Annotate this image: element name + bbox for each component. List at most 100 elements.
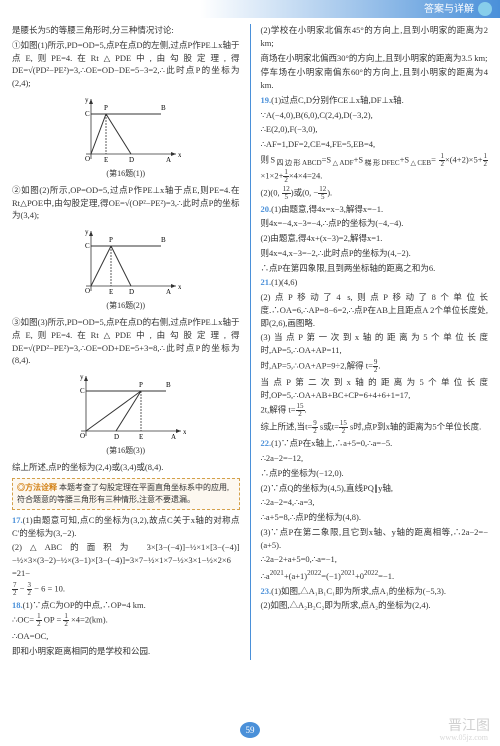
q21-num: 21. <box>261 277 272 287</box>
q23-num: 23. <box>261 586 272 596</box>
q17-p2b: 72 − 32 − 6 = 10. <box>12 582 240 597</box>
page-header: 答案与详解 <box>0 0 500 18</box>
header-title: 答案与详解 <box>424 2 474 17</box>
svg-text:O: O <box>85 287 90 295</box>
q18-t2: ∴OC= 12 OP = 12 ×4=2(km). <box>12 613 240 628</box>
svg-text:P: P <box>139 381 143 389</box>
q19-l5: 则S四边形ABCD=S△ADF+S梯形DFEC+S△CEB= 12×(4+2)×… <box>261 153 489 184</box>
svg-text:A: A <box>166 288 171 296</box>
fig3-label: (第16题(3)) <box>12 445 240 457</box>
q22-l5: ∴2a−2=4,∴a=3, <box>261 496 489 509</box>
q21-l6: 2t,解得 t=152. <box>261 403 489 418</box>
svg-text:D: D <box>129 156 134 164</box>
right-column: (2)学校在小明家北偏东45°的方向上,且到小明家的距离为2 km; 商场在小明… <box>261 24 489 660</box>
q22-l8: ∴2a−2+a+5=0,∴a=−1, <box>261 553 489 566</box>
page-footer: 59 <box>0 722 500 738</box>
case1-text: ①如图(1)所示,PD=OD=5,点P在点D的左侧,过点P作PE⊥x轴于点E,则… <box>12 39 240 90</box>
column-divider <box>250 24 251 660</box>
figure-2: x y O C P B E D A <box>71 226 181 296</box>
q22-num: 22. <box>261 438 272 448</box>
svg-text:C: C <box>85 242 90 250</box>
figure-3: x y O C P B D E A <box>66 371 186 441</box>
svg-text:C: C <box>80 387 85 395</box>
svg-text:B: B <box>161 236 166 244</box>
fig1-label: (第16题(1)) <box>12 168 240 180</box>
q19-l3: ∴E(2,0),F(−3,0), <box>261 123 489 136</box>
svg-text:D: D <box>114 433 119 441</box>
svg-text:A: A <box>171 433 176 441</box>
q23-l1: (1)如图,△A₁B₁C₁即为所求,点A₁的坐标为(−5,3). <box>271 586 446 596</box>
q20-l1: (1)由题意,得4x=x−3,解得x=−1. <box>271 204 383 214</box>
svg-text:E: E <box>104 156 108 164</box>
q21-l7: 综上所述,当t=92 s或t=152 s时,点P到x轴的距离为5个单位长度. <box>261 420 489 435</box>
page-number: 59 <box>240 722 260 738</box>
q23: 23.(1)如图,△A₁B₁C₁即为所求,点A₁的坐标为(−5,3). <box>261 585 489 598</box>
q17: 17.(1)由题意可知,点C的坐标为(3,2),故点C关于x轴的对称点C'的坐标… <box>12 514 240 540</box>
q19-l4: ∴AF=1,DF=2,CE=4,FE=5,EB=4, <box>261 138 489 151</box>
svg-text:O: O <box>85 155 90 163</box>
figure-1: x y O C P B E D A <box>71 94 181 164</box>
q22-l4: (2)∵点Q的坐标为(4,5),直线PQ∥y轴, <box>261 482 489 495</box>
q22-l2: ∴2a−2=−12, <box>261 452 489 465</box>
q18: 18.(1)∵点C为OP的中点,∴OP=4 km. <box>12 599 240 612</box>
q19-l2: ∵A(−4,0),B(6,0),C(2,4),D(−3,2), <box>261 109 489 122</box>
q21-l3: (3)当点P第一次到x轴的距离为5个单位长度时,AP=5,∴OA+AP=11, <box>261 331 489 357</box>
q21-l4: 时,AP=5,∴OA+AP=9÷2,解得 t=92. <box>261 359 489 374</box>
svg-text:y: y <box>85 96 89 104</box>
q20: 20.(1)由题意,得4x=x−3,解得x=−1. <box>261 203 489 216</box>
q18-t4: 即和小明家距离相同的是学校和公园. <box>12 645 240 658</box>
q18-num: 18. <box>12 600 23 610</box>
q20-num: 20. <box>261 204 272 214</box>
svg-text:B: B <box>161 104 166 112</box>
q18c-l1: (2)学校在小明家北偏东45°的方向上,且到小明家的距离为2 km; <box>261 24 489 50</box>
q22-l1: (1)∵点P在x轴上,∴a+5=0,∴a=−5. <box>271 438 392 448</box>
header-icon <box>478 2 492 16</box>
svg-text:y: y <box>85 228 89 236</box>
q17-num: 17. <box>12 515 23 525</box>
svg-text:O: O <box>80 432 85 440</box>
q19: 19.(1)过点C,D分别作CE⊥x轴,DF⊥x轴. <box>261 94 489 107</box>
svg-text:E: E <box>139 433 143 441</box>
q22-l6: ∴a+5=8,∴点P的坐标为(4,8). <box>261 511 489 524</box>
q21-l5: 当点P第二次到x轴的距离为5个单位长度时,OP=5,∴OA+AB+BC+CP=6… <box>261 376 489 402</box>
q19-p1: (1)过点C,D分别作CE⊥x轴,DF⊥x轴. <box>271 95 404 105</box>
q18-t1: (1)∵点C为OP的中点,∴OP=4 km. <box>23 600 146 610</box>
svg-text:E: E <box>109 288 113 296</box>
q20-l5: ∴点P在第四象限,且到两坐标轴的距离之和为6. <box>261 262 489 275</box>
left-column: 是腰长为5的等腰三角形时,分三种情况讨论: ①如图(1)所示,PD=OD=5,点… <box>12 24 240 660</box>
q20-l3: (2)由题意,得4x+(x−3)=2,解得x=1. <box>261 232 489 245</box>
q20-l2: 则4x=−4,x−3=−4,∴点P的坐标为(−4,−4). <box>261 217 489 230</box>
svg-text:x: x <box>178 283 181 291</box>
q22-l7: (3)∵点P在第二象限,且它到x轴、y轴的距离相等,∴2a−2=−(a+5). <box>261 526 489 552</box>
summary-text: 综上所述,点P的坐标为(2,4)或(3,4)或(8,4). <box>12 461 240 474</box>
q18c-l2: 商场在小明家北偏西30°的方向上,且到小明家的距离为3.5 km; <box>261 52 489 65</box>
svg-text:D: D <box>129 288 134 296</box>
q22-l3: ∴点P的坐标为(−12,0). <box>261 467 489 480</box>
q18-t3: ∴OA=OC, <box>12 630 240 643</box>
q19-p2: (2)(0, 125)或(0, −125). <box>261 186 489 201</box>
q19-num: 19. <box>261 95 272 105</box>
watermark-url: www.05jz.com <box>440 732 488 744</box>
fig2-label: (第16题(2)) <box>12 300 240 312</box>
svg-text:B: B <box>166 381 171 389</box>
case2-text: ②如图(2)所示,OP=OD=5,过点P作PE⊥x轴于点E,则PE=4.在Rt△… <box>12 184 240 222</box>
svg-text:y: y <box>80 373 84 381</box>
q21-l1: (1)(4,6) <box>271 277 297 287</box>
svg-text:x: x <box>178 151 181 159</box>
q18c-l3: 停车场在小明家南偏东60°的方向上,且到小明家的距离为4 km. <box>261 66 489 92</box>
q17-p2: (2)△ABC的面积为 3×[3−(−4)]−½×1×[3−(−4)]−½×3×… <box>12 541 240 579</box>
svg-text:x: x <box>183 428 186 436</box>
q21-l2: (2)点P移动了4 s,则点P移动了8个单位长度.∴OA=6,∴AP=8−6=2… <box>261 291 489 329</box>
intro-text: 是腰长为5的等腰三角形时,分三种情况讨论: <box>12 24 240 37</box>
method-label: ◎方法诠释 <box>17 483 59 492</box>
svg-text:C: C <box>85 110 90 118</box>
svg-text:P: P <box>104 104 108 112</box>
q22-l9: ∴a2021+(a+1)2022=(−1)2021+02022=−1. <box>261 568 489 583</box>
svg-text:P: P <box>109 236 113 244</box>
svg-text:A: A <box>166 156 171 164</box>
q20-l4: 则4x=4,x−3=−2,∴此时点P的坐标为(4,−2). <box>261 247 489 260</box>
method-note-box: ◎方法诠释 本题考查了勾股定理在平面直角坐标系中的应用,符合题意的等腰三角形有三… <box>12 478 240 510</box>
q23-l2: (2)如图,△A₂B₂C₂即为所求,点A₂的坐标为(2,4). <box>261 599 489 612</box>
q22: 22.(1)∵点P在x轴上,∴a+5=0,∴a=−5. <box>261 437 489 450</box>
main-content: 是腰长为5的等腰三角形时,分三种情况讨论: ①如图(1)所示,PD=OD=5,点… <box>0 18 500 666</box>
